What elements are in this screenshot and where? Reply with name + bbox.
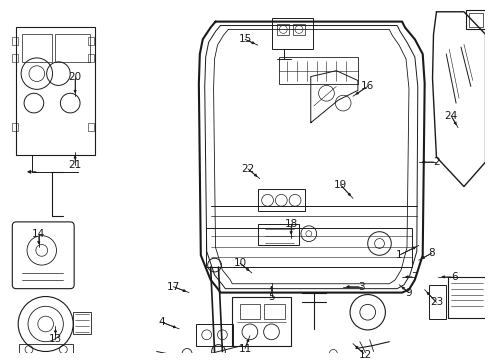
- Text: 12: 12: [358, 350, 372, 360]
- Text: 1: 1: [395, 250, 402, 260]
- Text: 9: 9: [405, 288, 411, 298]
- Bar: [205, 228, 411, 267]
- Bar: [271, 18, 312, 49]
- Text: 5: 5: [267, 292, 274, 302]
- Text: 15: 15: [238, 34, 251, 44]
- Text: 3: 3: [358, 282, 365, 292]
- Bar: [22, 34, 51, 62]
- Bar: [88, 54, 94, 62]
- Bar: [12, 37, 18, 45]
- Text: 10: 10: [233, 258, 246, 268]
- Text: 22: 22: [241, 164, 254, 174]
- Bar: [16, 27, 95, 155]
- Bar: [88, 123, 94, 131]
- Bar: [12, 123, 18, 131]
- Text: 4: 4: [158, 317, 164, 327]
- Bar: [88, 37, 94, 45]
- Bar: [73, 312, 91, 334]
- Text: 6: 6: [450, 272, 456, 282]
- Bar: [257, 189, 304, 211]
- Text: 13: 13: [49, 334, 62, 344]
- Text: 18: 18: [284, 219, 297, 229]
- Bar: [12, 54, 18, 62]
- Bar: [447, 277, 485, 318]
- Text: 24: 24: [444, 111, 457, 121]
- Text: 23: 23: [429, 297, 442, 307]
- Text: 21: 21: [68, 160, 81, 170]
- Bar: [277, 23, 288, 35]
- Text: 17: 17: [166, 282, 180, 292]
- Bar: [196, 324, 233, 346]
- Bar: [468, 13, 482, 27]
- Bar: [240, 304, 259, 319]
- Bar: [19, 344, 73, 355]
- Text: 11: 11: [238, 343, 251, 354]
- Text: 2: 2: [432, 157, 439, 167]
- Bar: [427, 285, 446, 319]
- Bar: [263, 304, 285, 319]
- Text: 7: 7: [411, 272, 417, 282]
- Bar: [232, 297, 290, 346]
- Bar: [279, 57, 357, 85]
- Bar: [465, 10, 485, 30]
- Text: 8: 8: [427, 248, 434, 258]
- Text: 19: 19: [333, 180, 346, 190]
- Text: 16: 16: [360, 81, 374, 91]
- Text: 14: 14: [32, 229, 45, 239]
- Text: 20: 20: [68, 72, 81, 82]
- Bar: [257, 224, 298, 246]
- Bar: [292, 23, 304, 35]
- Bar: [55, 34, 90, 62]
